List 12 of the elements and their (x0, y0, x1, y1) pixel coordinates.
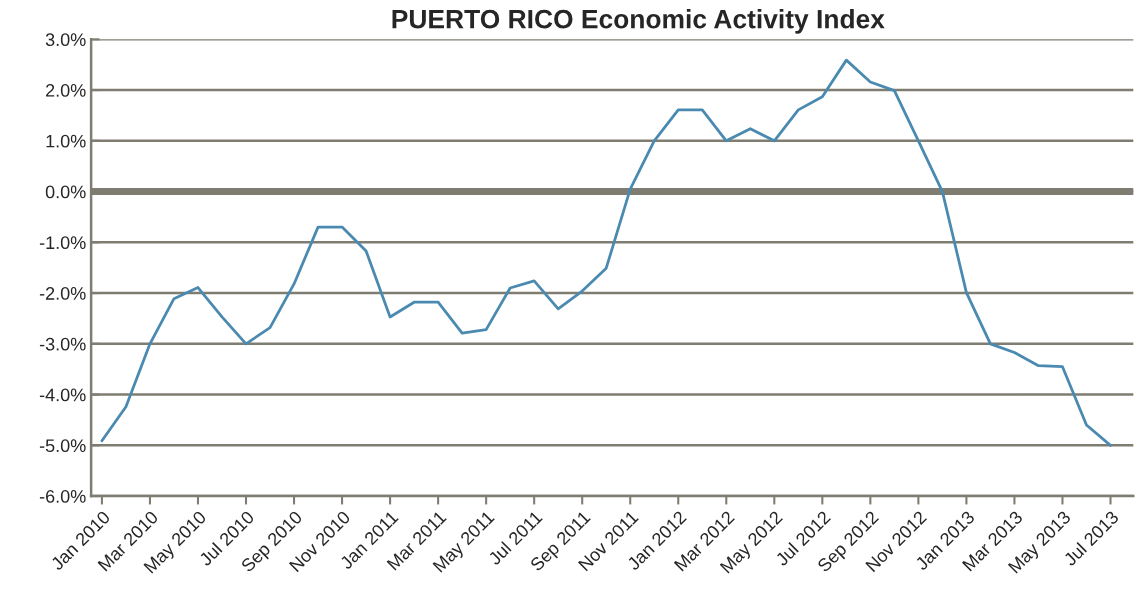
y-tick-label: -3.0% (39, 337, 86, 351)
y-tick-label: 1.0% (46, 134, 86, 148)
y-tick-label: -4.0% (39, 388, 86, 402)
y-tick-label: 0.0% (45, 185, 86, 199)
y-tick-label: -6.0% (39, 490, 86, 503)
y-tick-label: -5.0% (39, 439, 86, 453)
line-series (100, 58, 1112, 447)
y-tick-label: 2.0% (46, 84, 86, 97)
y-tick-label: -1.0% (39, 236, 86, 250)
chart-title: PUERTO RICO Economic Activity Index (392, 9, 885, 34)
y-tick-label: 3.0% (45, 33, 86, 47)
y-tick-label: -2.0% (39, 287, 86, 300)
